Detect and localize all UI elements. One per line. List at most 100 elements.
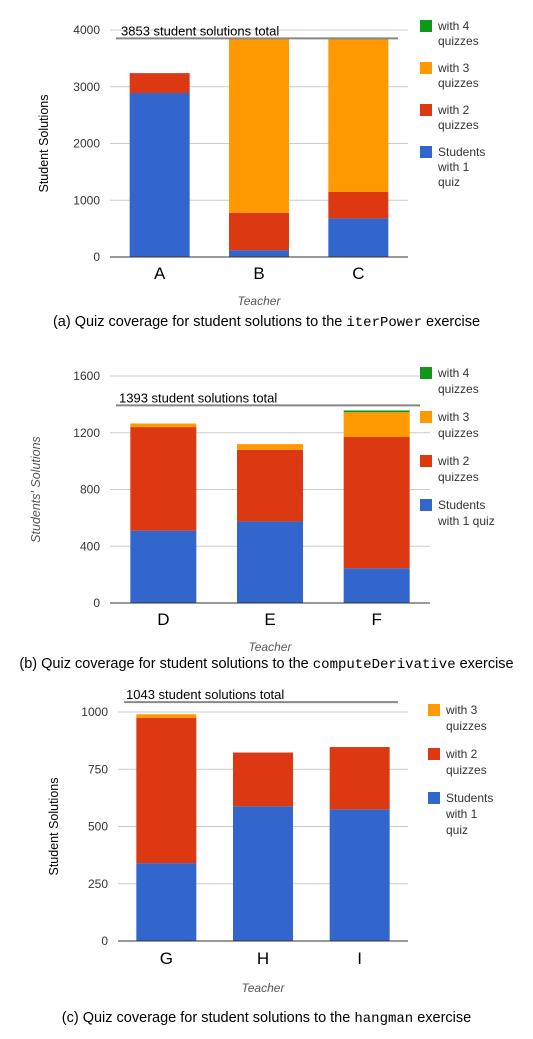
x-category-label: A: [154, 264, 166, 283]
legend-swatch: [420, 146, 432, 158]
legend-label: quizzes: [446, 763, 487, 777]
y-tick-label: 750: [88, 762, 108, 776]
legend-swatch: [420, 455, 432, 467]
legend-label: quizzes: [438, 426, 479, 440]
legend-label: quizzes: [438, 34, 479, 48]
legend-label: with 1 quiz: [437, 514, 495, 528]
bar-segment: [343, 410, 410, 413]
bar-segment: [237, 444, 303, 450]
stacked-bar-chart-b: 0 400 800 1200 1600 D E F 1393 student solutions…: [29, 366, 495, 654]
bar-segment: [237, 449, 303, 522]
bar-segment: [328, 218, 389, 257]
legend-swatch: [420, 20, 432, 32]
x-category-label: G: [160, 949, 173, 968]
caption-c-suffix: exercise: [413, 1010, 472, 1026]
bar-segment: [130, 423, 197, 428]
y-tick-label: 4000: [73, 23, 100, 37]
legend-swatch: [428, 792, 440, 804]
bar-segment: [329, 809, 390, 941]
bar-segment: [136, 717, 197, 864]
total-reference-label: 1393 student solutions total: [119, 390, 277, 405]
chart-panel-b: 0 400 800 1200 1600 D E F 1393 student solutions…: [0, 350, 533, 690]
y-axis-title: Student Solutions: [47, 778, 61, 876]
legend-label: with 4: [437, 366, 470, 380]
y-tick-label: 0: [93, 596, 100, 610]
caption-b-suffix: exercise: [455, 656, 514, 672]
bar-segment: [229, 212, 289, 251]
legend-label: with 2: [445, 747, 478, 761]
y-axis-title: Students' Solutions: [29, 436, 43, 543]
legend-label: with 1: [445, 807, 478, 821]
legend-label: with 3: [437, 61, 470, 75]
bar-segment: [328, 191, 389, 219]
y-tick-label: 1000: [81, 705, 108, 719]
total-reference-label: 1043 student solutions total: [126, 687, 284, 702]
y-tick-label: 800: [80, 483, 100, 497]
bar-segment: [129, 73, 190, 93]
legend-label: quizzes: [438, 76, 479, 90]
legend-label: with 2: [437, 454, 470, 468]
caption-a-code: iterPower: [346, 315, 422, 331]
legend-swatch: [420, 411, 432, 423]
chart-panel-c: 0 250 500 750 1000 G H I 1043 student solutions …: [0, 687, 533, 1039]
y-tick-label: 1200: [73, 426, 100, 440]
legend-label: quizzes: [438, 470, 479, 484]
caption-c-prefix: (c) Quiz coverage for student solutions …: [61, 1010, 355, 1026]
bar-segment: [130, 530, 197, 603]
caption-b-code: computeDerivative: [312, 657, 456, 673]
x-axis-title: Teacher: [249, 640, 293, 654]
bar-segment: [233, 806, 293, 941]
legend-label: quiz: [438, 175, 460, 189]
y-tick-label: 250: [88, 877, 108, 891]
legend-swatch: [420, 62, 432, 74]
bar-segment: [233, 752, 293, 807]
legend-label: Students: [438, 498, 485, 512]
legend-label: Students: [438, 145, 485, 159]
caption-a-prefix: (a) Quiz coverage for student solutions …: [52, 314, 347, 330]
x-axis-title: Teacher: [242, 981, 286, 995]
bar-segment: [343, 568, 410, 603]
x-category-label: D: [157, 610, 169, 629]
bar-segment: [343, 412, 410, 438]
legend-label: quizzes: [446, 719, 487, 733]
legend-label: with 3: [437, 410, 470, 424]
caption-c: (c) Quiz coverage for student solutions …: [0, 1010, 533, 1027]
caption-a: (a) Quiz coverage for student solutions …: [0, 314, 533, 331]
legend-label: with 2: [437, 103, 470, 117]
bar-segment: [129, 92, 190, 258]
bar-segment: [136, 863, 197, 941]
legend-label: with 4: [437, 19, 470, 33]
y-tick-label: 3000: [73, 80, 100, 94]
caption-b: (b) Quiz coverage for student solutions …: [0, 656, 533, 673]
y-tick-label: 0: [93, 250, 100, 264]
x-category-label: F: [371, 610, 381, 629]
bar-segment: [229, 250, 289, 257]
legend-label: quizzes: [438, 382, 479, 396]
bar-segment: [237, 521, 303, 603]
caption-c-code: hangman: [354, 1011, 414, 1027]
legend-label: quiz: [446, 823, 468, 837]
legend-swatch: [420, 367, 432, 379]
legend-label: with 3: [445, 703, 478, 717]
x-category-label: I: [357, 949, 362, 968]
y-tick-label: 1600: [73, 369, 100, 383]
bar-segment: [329, 747, 390, 810]
x-category-label: E: [264, 610, 275, 629]
bar-segment: [136, 714, 197, 718]
y-tick-label: 500: [88, 820, 108, 834]
x-category-label: B: [253, 264, 264, 283]
stacked-bar-chart-a: 0 1000 2000 3000 4000 A B C 3853 student solutio…: [37, 19, 485, 308]
legend-label: quizzes: [438, 118, 479, 132]
stacked-bar-chart-c: 0 250 500 750 1000 G H I 1043 student solutions …: [47, 687, 493, 995]
legend-label: Students: [446, 791, 493, 805]
bar-segment: [229, 38, 289, 213]
caption-b-prefix: (b) Quiz coverage for student solutions …: [19, 656, 313, 672]
chart-panel-a: 0 1000 2000 3000 4000 A B C 3853 student solutio…: [0, 0, 533, 340]
legend-swatch: [428, 704, 440, 716]
total-reference-label: 3853 student solutions total: [121, 23, 279, 38]
y-tick-label: 0: [101, 934, 108, 948]
x-category-label: C: [352, 264, 364, 283]
y-axis-title: Student Solutions: [37, 95, 51, 193]
y-tick-label: 2000: [73, 137, 100, 151]
bar-segment: [130, 427, 197, 531]
